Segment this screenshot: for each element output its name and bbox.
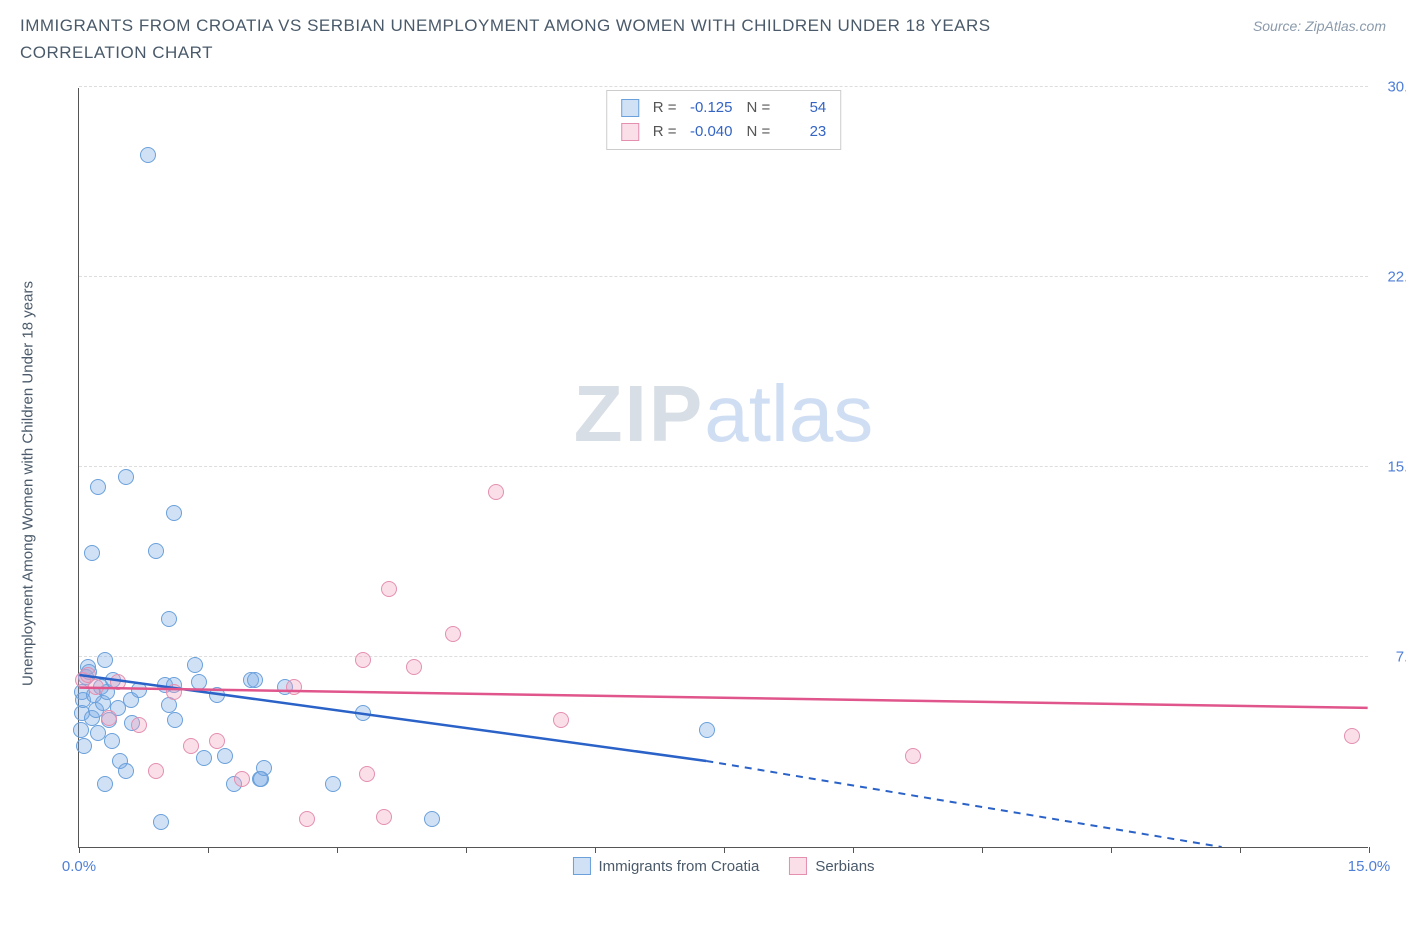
x-tick <box>79 847 80 853</box>
legend-row-serbians: R = -0.040 N = 23 <box>621 120 827 144</box>
watermark: ZIPatlas <box>574 368 873 460</box>
x-tick <box>208 847 209 853</box>
data-point <box>355 652 371 668</box>
legend-swatch <box>572 857 590 875</box>
data-point <box>406 659 422 675</box>
data-point <box>166 684 182 700</box>
data-point <box>101 710 117 726</box>
data-point <box>247 672 263 688</box>
data-point <box>905 748 921 764</box>
data-point <box>140 147 156 163</box>
n-value-serbians: 23 <box>778 120 826 144</box>
gridline <box>79 656 1368 657</box>
data-point <box>286 679 302 695</box>
r-label: R = <box>653 96 677 120</box>
data-point <box>553 712 569 728</box>
data-point <box>153 814 169 830</box>
watermark-zip: ZIP <box>574 369 704 458</box>
data-point <box>424 811 440 827</box>
n-label: N = <box>747 96 771 120</box>
data-point <box>217 748 233 764</box>
data-point <box>166 505 182 521</box>
legend-item: Immigrants from Croatia <box>572 857 759 875</box>
legend-series: Immigrants from Croatia Serbians <box>572 857 874 875</box>
data-point <box>110 674 126 690</box>
r-value-serbians: -0.040 <box>685 120 733 144</box>
data-point <box>376 809 392 825</box>
data-point <box>488 484 504 500</box>
data-point <box>183 738 199 754</box>
y-tick-label: 30.0% <box>1387 79 1406 96</box>
data-point <box>167 712 183 728</box>
x-tick-label: 15.0% <box>1348 858 1391 875</box>
data-point <box>90 479 106 495</box>
data-point <box>325 776 341 792</box>
data-point <box>148 763 164 779</box>
x-tick <box>1369 847 1370 853</box>
gridline <box>79 86 1368 87</box>
data-point <box>209 687 225 703</box>
data-point <box>381 581 397 597</box>
r-value-croatia: -0.125 <box>685 96 733 120</box>
swatch-croatia <box>621 99 639 117</box>
n-value-croatia: 54 <box>778 96 826 120</box>
y-tick-label: 22.5% <box>1387 269 1406 286</box>
swatch-serbians <box>621 123 639 141</box>
data-point <box>161 611 177 627</box>
data-point <box>97 652 113 668</box>
trend-lines <box>79 88 1368 847</box>
legend-row-croatia: R = -0.125 N = 54 <box>621 96 827 120</box>
data-point <box>73 722 89 738</box>
legend-label: Serbians <box>815 858 874 875</box>
data-point <box>1344 728 1360 744</box>
legend-swatch <box>789 857 807 875</box>
chart-title: IMMIGRANTS FROM CROATIA VS SERBIAN UNEMP… <box>20 12 1120 66</box>
data-point <box>84 545 100 561</box>
legend-label: Immigrants from Croatia <box>598 858 759 875</box>
data-point <box>187 657 203 673</box>
x-tick <box>724 847 725 853</box>
data-point <box>355 705 371 721</box>
data-point <box>699 722 715 738</box>
data-point <box>196 750 212 766</box>
x-tick <box>853 847 854 853</box>
x-tick <box>982 847 983 853</box>
y-axis-label: Unemployment Among Women with Children U… <box>20 281 37 686</box>
data-point <box>118 763 134 779</box>
x-tick <box>1111 847 1112 853</box>
x-tick <box>1240 847 1241 853</box>
r-label: R = <box>653 120 677 144</box>
data-point <box>131 717 147 733</box>
watermark-atlas: atlas <box>704 369 873 458</box>
legend-correlation: R = -0.125 N = 54 R = -0.040 N = 23 <box>606 90 842 150</box>
chart-source: Source: ZipAtlas.com <box>1253 18 1386 34</box>
x-tick <box>466 847 467 853</box>
data-point <box>88 679 104 695</box>
x-tick <box>337 847 338 853</box>
chart-area: Unemployment Among Women with Children U… <box>58 80 1378 870</box>
data-point <box>445 626 461 642</box>
gridline <box>79 466 1368 467</box>
chart-header: IMMIGRANTS FROM CROATIA VS SERBIAN UNEMP… <box>0 0 1406 66</box>
y-tick-label: 15.0% <box>1387 459 1406 476</box>
data-point <box>97 776 113 792</box>
data-point <box>234 771 250 787</box>
data-point <box>359 766 375 782</box>
data-point <box>209 733 225 749</box>
x-tick-label: 0.0% <box>62 858 96 875</box>
data-point <box>118 469 134 485</box>
data-point <box>191 674 207 690</box>
data-point <box>299 811 315 827</box>
data-point <box>131 682 147 698</box>
y-tick-label: 7.5% <box>1396 649 1406 666</box>
n-label: N = <box>747 120 771 144</box>
data-point <box>104 733 120 749</box>
legend-item: Serbians <box>789 857 874 875</box>
x-tick <box>595 847 596 853</box>
plot-region: ZIPatlas R = -0.125 N = 54 R = -0.040 N … <box>78 88 1368 848</box>
data-point <box>256 760 272 776</box>
data-point <box>76 738 92 754</box>
gridline <box>79 276 1368 277</box>
data-point <box>148 543 164 559</box>
